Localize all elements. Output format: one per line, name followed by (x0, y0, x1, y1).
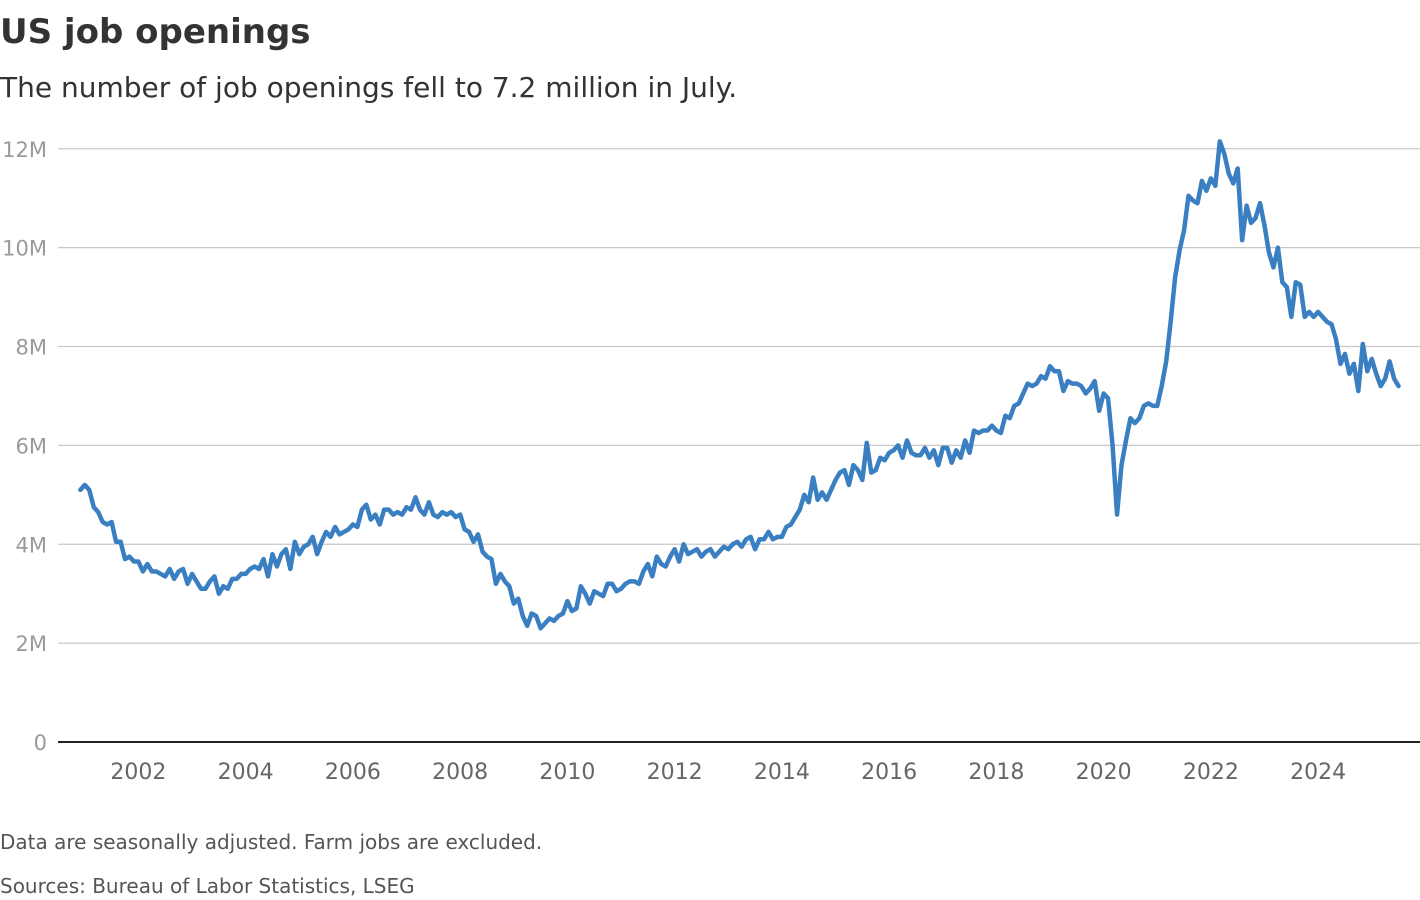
note: Data are seasonally adjusted. Farm jobs … (0, 830, 542, 854)
x-tick-label: 2018 (968, 760, 1024, 785)
x-tick-label: 2014 (754, 760, 810, 785)
chart-title: US job openings (0, 12, 311, 52)
x-tick-label: 2022 (1183, 760, 1239, 785)
y-tick-label: 8M (16, 336, 47, 360)
x-tick-label: 2012 (647, 760, 703, 785)
y-tick-label: 6M (16, 434, 47, 458)
y-tick-label: 0 (34, 731, 47, 755)
series-line (78, 139, 1401, 631)
x-tick-label: 2002 (110, 760, 166, 785)
x-tick-label: 2004 (218, 760, 274, 785)
chart-subtitle: The number of job openings fell to 7.2 m… (0, 71, 737, 104)
source: Sources: Bureau of Labor Statistics, LSE… (0, 874, 415, 898)
y-tick-label: 10M (2, 237, 47, 261)
x-tick-label: 2024 (1290, 760, 1346, 785)
y-tick-label: 12M (2, 138, 47, 162)
x-tick-label: 2010 (539, 760, 595, 785)
x-tick-label: 2020 (1076, 760, 1132, 785)
x-tick-label: 2016 (861, 760, 917, 785)
x-tick-label: 2008 (432, 760, 488, 785)
y-tick-label: 2M (16, 632, 47, 656)
y-tick-label: 4M (16, 533, 47, 557)
x-tick-label: 2006 (325, 760, 381, 785)
